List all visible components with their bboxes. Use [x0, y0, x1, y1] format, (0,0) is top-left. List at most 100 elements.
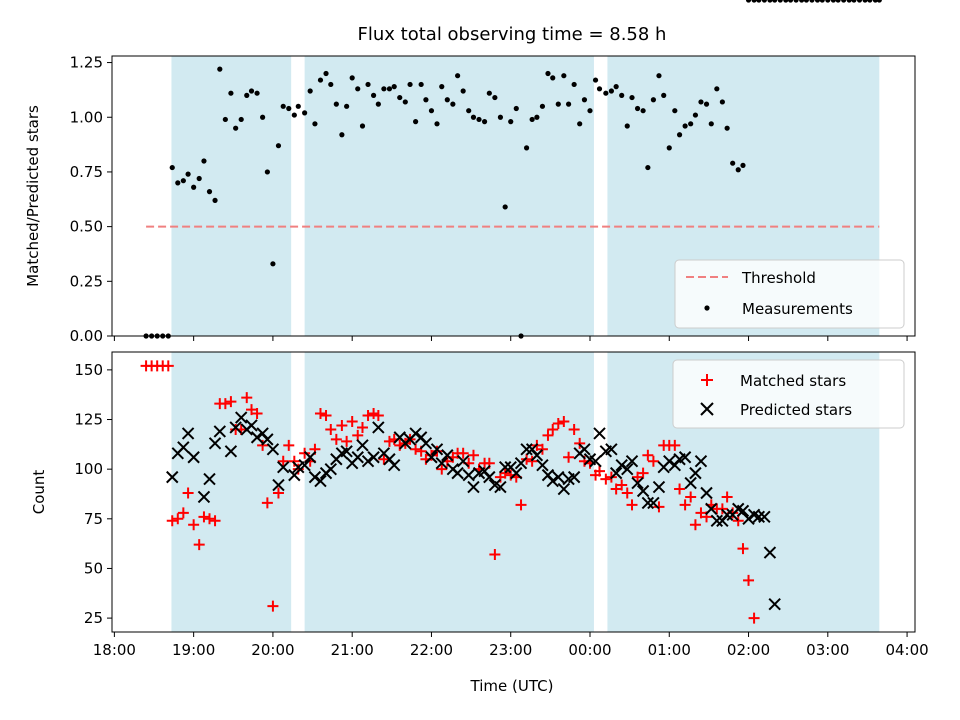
x-tick-label: 00:00: [568, 641, 611, 659]
matched-star-point: [219, 398, 231, 410]
top-legend: Threshold Measurements: [674, 259, 905, 329]
matched-star-point: [325, 423, 337, 435]
predicted-star-point: [235, 411, 248, 424]
matched-star-point: [246, 404, 258, 416]
predicted-star-point: [340, 445, 353, 458]
bottom-x-ticks: 18:00 19:00 20:00 21:00 22:00 23:00 00:00 01:00…: [93, 632, 929, 659]
measurement-point: [619, 92, 625, 98]
measurement-point: [476, 116, 482, 123]
observing-window-1: [171, 56, 292, 336]
measurement-point: [666, 145, 672, 151]
predicted-star-point: [462, 468, 475, 482]
x-tick-label: 18:00: [93, 641, 136, 659]
matched-star-point: [352, 429, 364, 441]
matched-star-point: [489, 549, 501, 561]
predicted-star-point: [557, 482, 571, 496]
measurement-point: [672, 108, 678, 114]
matched-star-point: [695, 507, 707, 519]
matched-star-point: [283, 439, 295, 451]
measurement-point: [724, 125, 730, 131]
measurement-point: [312, 121, 318, 127]
measurement-point: [428, 108, 435, 114]
measurement-point: [587, 108, 593, 114]
predicted-star-point: [213, 425, 227, 438]
measurement-point: [460, 88, 466, 94]
matched-star-point: [383, 435, 395, 447]
measurement-point: [328, 81, 334, 88]
y-tick-label: 150: [74, 361, 103, 379]
measurement-point: [581, 97, 588, 103]
predicted-star-point: [758, 510, 771, 524]
top-axes-frame: [111, 55, 916, 337]
top-y-axis-label: Matched/Predicted stars: [24, 105, 42, 287]
measurement-point: [386, 86, 393, 92]
y-tick-label: 100: [74, 460, 103, 478]
y-tick-label: 1.00: [70, 108, 103, 126]
predicted-star-point: [514, 456, 528, 470]
measurement-point: [397, 94, 403, 101]
predicted-star-point: [229, 421, 242, 434]
measurement-point: [703, 101, 710, 107]
x-tick-label: 02:00: [727, 641, 770, 659]
matched-star-point: [499, 467, 511, 479]
measurement-point: [381, 86, 387, 92]
measurement-point: [714, 86, 720, 92]
x-tick-label: 01:00: [648, 641, 691, 659]
measurement-point: [212, 197, 218, 203]
measurement-point: [180, 178, 186, 184]
predicted-star-point: [356, 439, 369, 452]
matched-star-point: [320, 410, 332, 422]
predicted-star-point: [250, 431, 264, 444]
measurement-point: [835, 0, 841, 3]
measurement-point: [359, 123, 366, 129]
matched-star-point: [563, 451, 575, 463]
legend-measurements-swatch: [704, 305, 710, 311]
legend-matched-label: Matched stars: [740, 372, 846, 390]
measurement-point: [751, 0, 757, 3]
matched-star-point: [288, 455, 300, 467]
measurement-point: [777, 0, 783, 3]
matched-star-point: [748, 612, 760, 624]
measurement-point: [608, 88, 614, 94]
measurement-point: [735, 167, 741, 173]
measurement-point: [391, 84, 397, 90]
measurement-point: [508, 119, 514, 125]
measurement-point: [661, 92, 667, 98]
predicted-star-point: [367, 451, 380, 464]
top-legend-box: [674, 259, 905, 329]
predicted-star-point: [425, 451, 438, 464]
matched-star-point: [356, 421, 368, 433]
measurement-point: [264, 169, 270, 175]
measurement-point: [851, 0, 857, 3]
predicted-star-point: [208, 437, 222, 450]
matched-star-point: [241, 392, 253, 404]
matched-star-point: [568, 423, 580, 435]
measurement-point: [529, 116, 535, 123]
matched-star-point: [457, 447, 469, 459]
measurement-point: [349, 75, 355, 81]
predicted-star-point: [593, 427, 606, 440]
predicted-star-point: [763, 546, 777, 559]
predicted-star-point: [314, 474, 327, 488]
measurement-point: [418, 81, 424, 88]
measurement-point: [402, 99, 408, 105]
measurement-point: [497, 114, 504, 120]
predicted-star-point: [615, 458, 628, 472]
y-tick-label: 0.75: [70, 163, 103, 181]
predicted-star-point: [652, 480, 666, 494]
measurement-point: [275, 143, 282, 149]
matched-star-point: [198, 511, 210, 523]
bottom-y-ticks: 25 50 75 100 125 150: [74, 361, 112, 627]
matched-star-point: [336, 419, 348, 431]
predicted-star-point: [710, 514, 724, 528]
predicted-star-point: [605, 443, 618, 456]
measurement-point: [867, 0, 873, 3]
measurement-point: [286, 105, 292, 112]
measurement-point: [745, 0, 752, 3]
measurement-point: [333, 101, 339, 107]
predicted-star-point: [272, 478, 285, 492]
predicted-star-point: [387, 458, 401, 472]
measurement-point: [450, 101, 456, 107]
predicted-star-point: [324, 462, 337, 476]
matched-star-point: [616, 479, 628, 491]
